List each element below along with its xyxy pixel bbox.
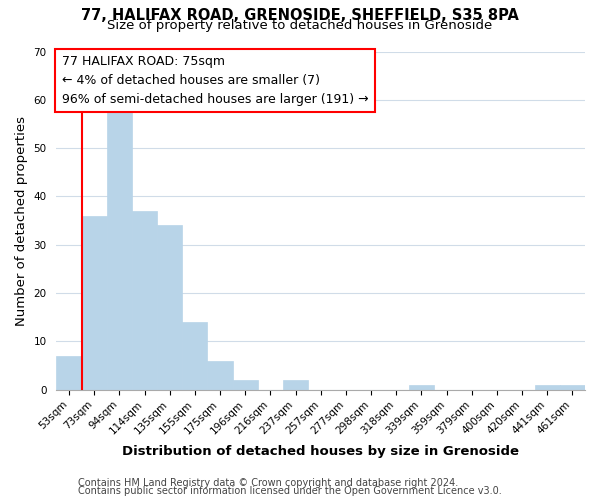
Text: 77, HALIFAX ROAD, GRENOSIDE, SHEFFIELD, S35 8PA: 77, HALIFAX ROAD, GRENOSIDE, SHEFFIELD, … xyxy=(81,8,519,22)
Bar xyxy=(283,380,308,390)
Bar xyxy=(107,110,132,390)
Text: Size of property relative to detached houses in Grenoside: Size of property relative to detached ho… xyxy=(107,19,493,32)
Bar xyxy=(157,226,182,390)
Bar xyxy=(56,356,82,390)
Bar xyxy=(182,322,208,390)
Bar xyxy=(233,380,258,390)
X-axis label: Distribution of detached houses by size in Grenoside: Distribution of detached houses by size … xyxy=(122,444,519,458)
Bar xyxy=(535,385,560,390)
Bar xyxy=(82,216,107,390)
Y-axis label: Number of detached properties: Number of detached properties xyxy=(15,116,28,326)
Text: Contains public sector information licensed under the Open Government Licence v3: Contains public sector information licen… xyxy=(78,486,502,496)
Bar xyxy=(208,360,233,390)
Text: Contains HM Land Registry data © Crown copyright and database right 2024.: Contains HM Land Registry data © Crown c… xyxy=(78,478,458,488)
Text: 77 HALIFAX ROAD: 75sqm
← 4% of detached houses are smaller (7)
96% of semi-detac: 77 HALIFAX ROAD: 75sqm ← 4% of detached … xyxy=(62,55,368,106)
Bar xyxy=(132,211,157,390)
Bar xyxy=(409,385,434,390)
Bar xyxy=(560,385,585,390)
